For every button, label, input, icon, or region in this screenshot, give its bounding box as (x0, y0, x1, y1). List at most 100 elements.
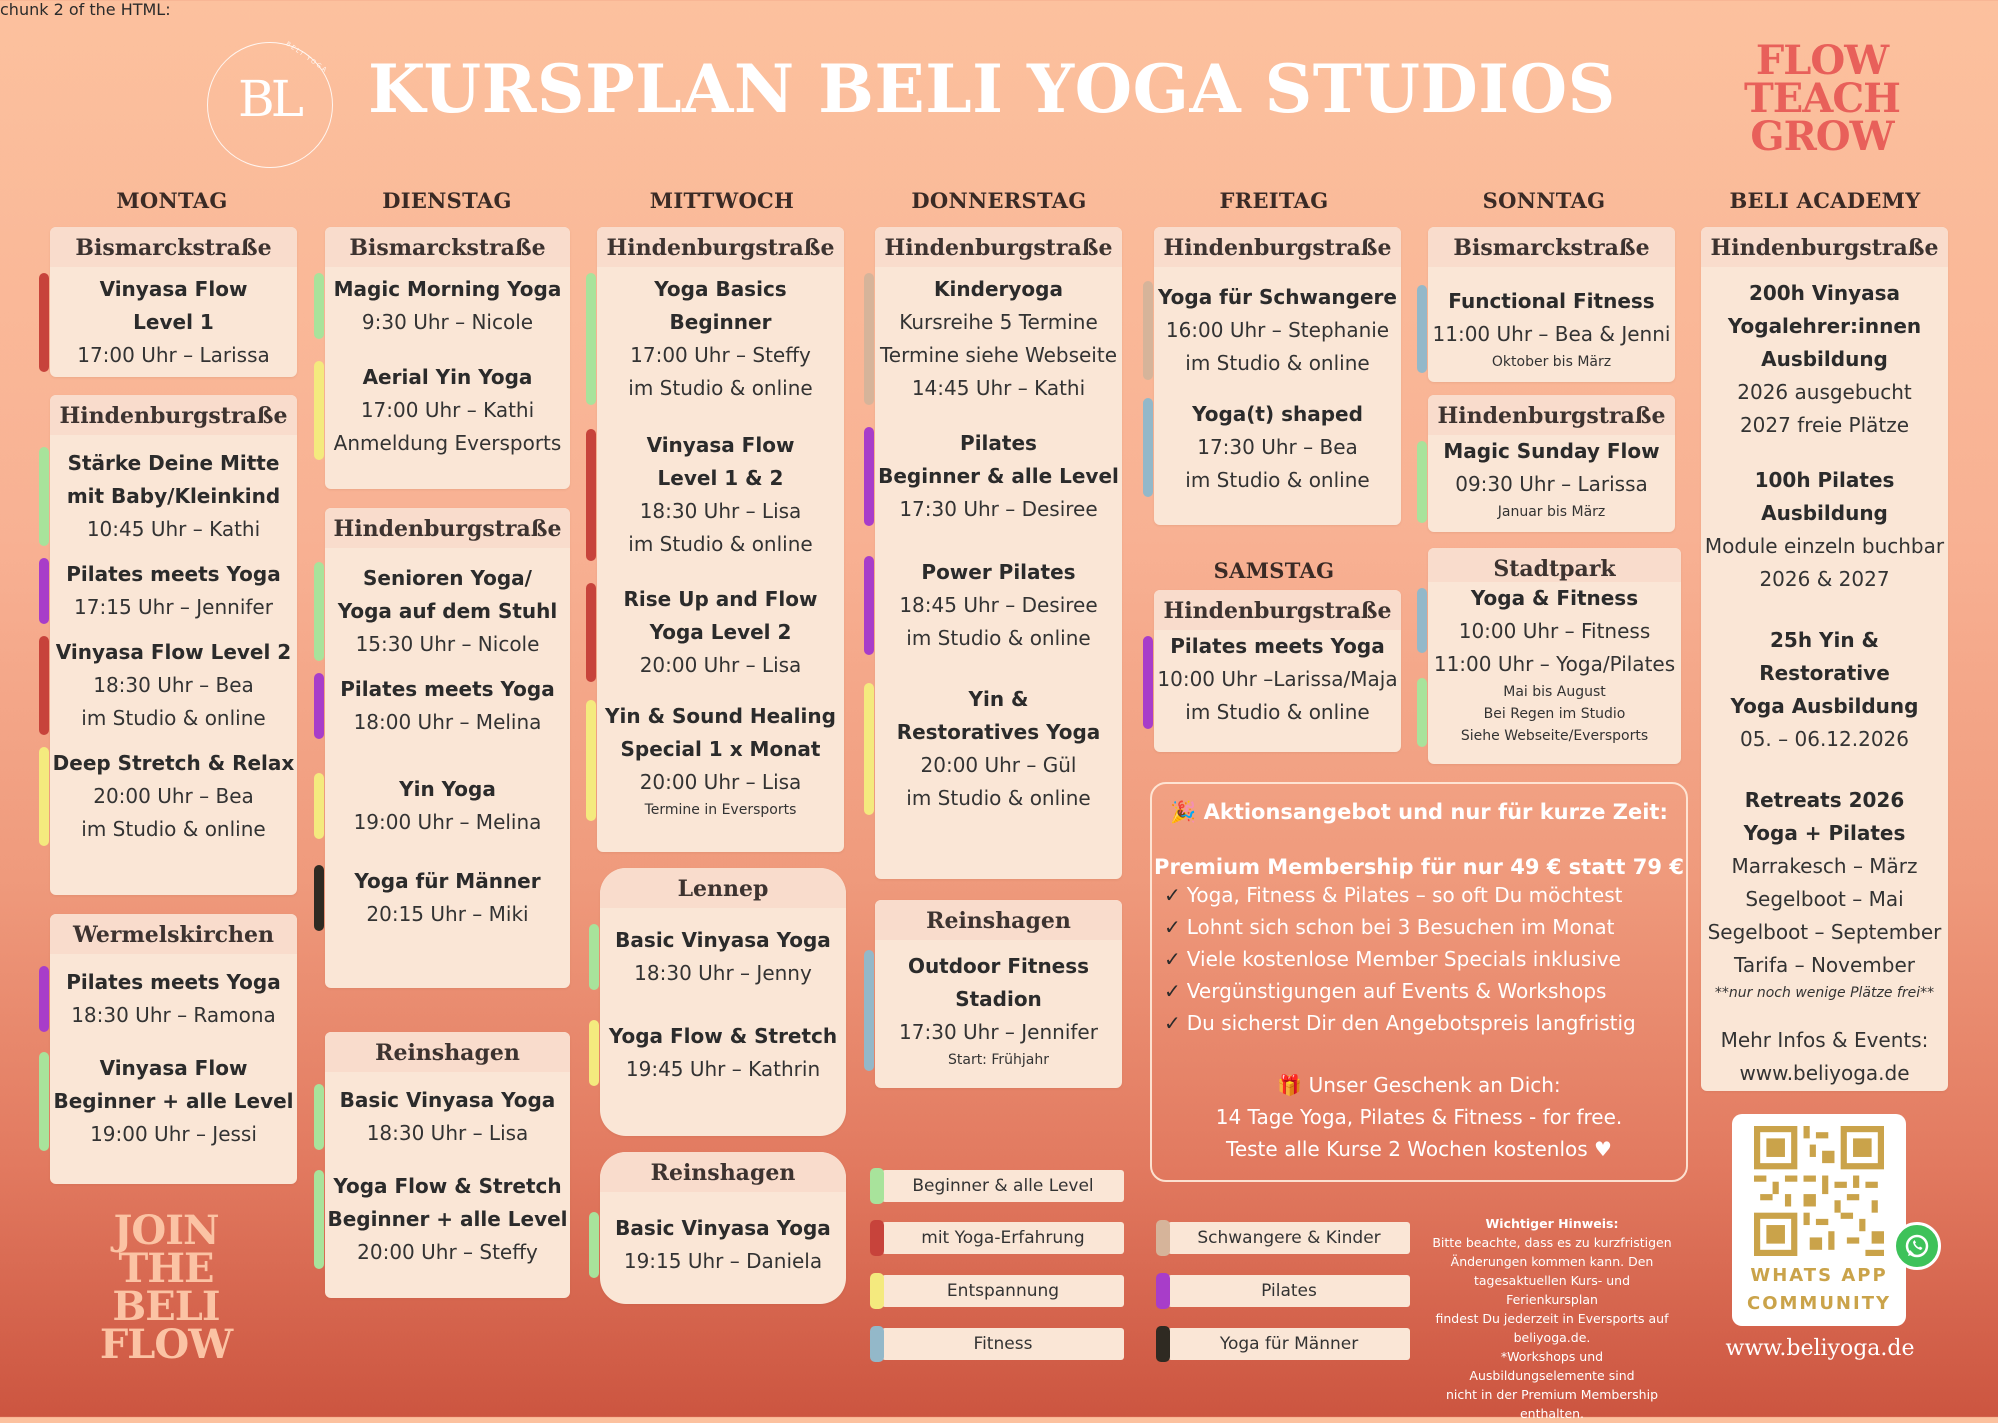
footer-url[interactable]: www.beliyoga.de (1725, 1336, 1915, 1361)
class-time: 9:30 Uhr – Nicole (361, 310, 534, 334)
class-item[interactable]: Basic Vinyasa Yoga 19:15 Uhr – Daniela (589, 1206, 846, 1284)
class-note: Start: Frühjahr (947, 1052, 1049, 1068)
class-item[interactable]: Yoga Basics Beginner 17:00 Uhr – Steffy … (586, 267, 844, 411)
check-icon: ✓ (1164, 915, 1181, 939)
qr-code-card[interactable] (1732, 1114, 1906, 1326)
more-info-link[interactable]: www.beliyoga.de (1739, 1061, 1910, 1085)
join-slogan: JOIN THE BELI FLOW (96, 1211, 236, 1365)
class-name: Yoga auf dem Stuhl (337, 599, 558, 623)
class-item[interactable]: Yoga Flow & Stretch 19:45 Uhr – Kathrin (589, 1014, 846, 1092)
class-item[interactable]: Stärke Deine Mitte mit Baby/Kleinkind 10… (39, 441, 297, 552)
class-item[interactable]: Deep Stretch & Relax 20:00 Uhr – Bea im … (39, 741, 297, 852)
gift-line: 🎁 Unser Geschenk an Dich: (1277, 1073, 1561, 1097)
location-title: Hindenburgstraße (325, 508, 570, 548)
class-item[interactable]: Pilates Beginner & alle Level 17:30 Uhr … (864, 421, 1122, 532)
class-item[interactable]: Yoga für Männer 20:15 Uhr – Miki (314, 859, 570, 937)
gift-line: 14 Tage Yoga, Pilates & Fitness - for fr… (1215, 1105, 1623, 1129)
level-bar (1143, 398, 1153, 497)
class-item[interactable]: Magic Sunday Flow 09:30 Uhr – Larissa Ja… (1417, 435, 1675, 529)
whatsapp-icon[interactable] (1893, 1222, 1941, 1270)
level-bar (314, 361, 324, 460)
location-title: Hindenburgstraße (50, 395, 297, 435)
promo-benefit: ✓ Vergünstigungen auf Events & Workshops (1164, 975, 1686, 1007)
class-item[interactable]: Aerial Yin Yoga 17:00 Uhr – Kathi Anmeld… (314, 355, 570, 466)
class-name: Pilates (960, 431, 1037, 455)
whatsapp-line: WHATS APP (1750, 1265, 1888, 1286)
class-name: Yoga(t) shaped (1192, 402, 1363, 426)
class-time: 09:30 Uhr – Larissa (1455, 472, 1648, 496)
level-bar (1417, 441, 1427, 523)
class-item[interactable]: Vinyasa Flow Level 1 & 2 18:30 Uhr – Lis… (586, 423, 844, 567)
class-name: Vinyasa Flow (646, 433, 795, 457)
legend-label: Beginner & alle Level (912, 1176, 1094, 1196)
course-detail: Module einzeln buchbar (1704, 534, 1945, 558)
notice-title: Wichtiger Hinweis: (1485, 1216, 1619, 1231)
class-item[interactable]: Vinyasa Flow Beginner + alle Level 19:00… (39, 1046, 297, 1157)
class-name: Yoga Flow & Stretch (333, 1174, 562, 1198)
class-item[interactable]: Yin Yoga 19:00 Uhr – Melina (314, 767, 570, 845)
class-item[interactable]: Basic Vinyasa Yoga 18:30 Uhr – Jenny (589, 918, 846, 996)
class-item[interactable]: Pilates meets Yoga 17:15 Uhr – Jennifer (39, 552, 297, 630)
schedule-card-sonntag-stadtpark: Stadtpark Yoga & Fitness 10:00 Uhr – Fit… (1417, 548, 1681, 764)
level-bar (314, 673, 324, 739)
level-bar (39, 1052, 49, 1151)
class-item[interactable]: Functional Fitness 11:00 Uhr – Bea & Jen… (1417, 279, 1675, 379)
class-item[interactable]: Pilates meets Yoga 10:00 Uhr –Larissa/Ma… (1143, 630, 1401, 735)
academy-item[interactable]: 25h Yin & Restorative Yoga Ausbildung 05… (1701, 618, 1948, 762)
class-item[interactable]: Basic Vinyasa Yoga 18:30 Uhr – Lisa (314, 1078, 570, 1156)
course-name: 200h Vinyasa (1748, 281, 1901, 305)
class-item[interactable]: Senioren Yoga/ Yoga auf dem Stuhl 15:30 … (314, 556, 570, 667)
schedule-card-samstag-hindenburg: Hindenburgstraße Pilates meets Yoga 10:0… (1143, 590, 1401, 752)
promo-benefit: ✓ Viele kostenlose Member Specials inklus… (1164, 943, 1686, 975)
gift-text: 🎁 Unser Geschenk an Dich: 14 Tage Yoga, … (1152, 1069, 1686, 1165)
class-item[interactable]: Yoga für Schwangere 16:00 Uhr – Stephani… (1143, 275, 1401, 386)
notice-line: Bitte beachte, dass es zu kurzfristigen (1432, 1235, 1672, 1250)
more-info[interactable]: Mehr Infos & Events: www.beliyoga.de (1701, 1018, 1948, 1096)
course-name: Yoga Ausbildung (1730, 694, 1919, 718)
class-time: 15:30 Uhr – Nicole (355, 632, 540, 656)
class-item[interactable]: Vinyasa Flow Level 2 18:30 Uhr – Bea im … (39, 630, 297, 741)
class-item[interactable]: Magic Morning Yoga 9:30 Uhr – Nicole (314, 267, 570, 345)
academy-item[interactable]: Retreats 2026 Yoga + Pilates Marrakesch … (1701, 778, 1948, 1010)
location-title: Reinshagen (325, 1032, 570, 1072)
benefit-text: Lohnt sich schon bei 3 Besuchen im Monat (1186, 915, 1615, 939)
slogan-flow-teach-grow: FLOW TEACH GROW (1742, 41, 1902, 157)
class-item[interactable]: Yin & Restoratives Yoga 20:00 Uhr – Gül … (864, 677, 1122, 821)
benefit-text: Viele kostenlose Member Specials inklusi… (1186, 947, 1621, 971)
day-header-dienstag: DIENSTAG (382, 188, 512, 213)
class-item[interactable]: Power Pilates 18:45 Uhr – Desiree im Stu… (864, 550, 1122, 661)
schedule-card-dienstag-bismarck: Bismarckstraße Magic Morning Yoga 9:30 U… (314, 227, 570, 489)
class-name: Magic Sunday Flow (1443, 439, 1660, 463)
class-time: 20:00 Uhr – Bea (93, 784, 254, 808)
class-extra: im Studio & online (81, 817, 266, 841)
academy-item[interactable]: 100h Pilates Ausbildung Module einzeln b… (1701, 458, 1948, 602)
schedule-card-freitag-hindenburg: Hindenburgstraße Yoga für Schwangere 16:… (1143, 227, 1401, 525)
whatsapp-community-label[interactable]: WHATS APP COMMUNITY (1732, 1262, 1906, 1318)
class-item[interactable]: Yoga Flow & Stretch Beginner + alle Leve… (314, 1164, 570, 1275)
academy-item[interactable]: 200h Vinyasa Yogalehrer:innen Ausbildung… (1701, 271, 1948, 448)
class-note: Bei Regen im Studio (1483, 706, 1626, 722)
class-item[interactable]: Yin & Sound Healing Special 1 x Monat 20… (586, 694, 844, 827)
notice-line: tagesaktuellen Kurs- und Ferienkursplan (1473, 1273, 1631, 1307)
class-item[interactable]: Rise Up and Flow Yoga Level 2 20:00 Uhr … (586, 577, 844, 688)
class-name: Yoga Flow & Stretch (608, 1024, 838, 1048)
class-item[interactable]: Yoga & Fitness 10:00 Uhr – Fitness 11:00… (1417, 582, 1681, 753)
class-time: 20:00 Uhr – Lisa (639, 770, 802, 794)
location-title: Bismarckstraße (50, 227, 297, 267)
level-bar (589, 924, 599, 990)
level-bar (314, 1084, 324, 1150)
class-time: 19:15 Uhr – Daniela (623, 1249, 823, 1273)
class-item[interactable]: Outdoor Fitness Stadion 17:30 Uhr – Jenn… (864, 944, 1122, 1077)
class-item[interactable]: Vinyasa Flow Level 1 17:00 Uhr – Larissa (39, 267, 297, 378)
schedule-card-mittwoch-hindenburg: Hindenburgstraße Yoga Basics Beginner 17… (586, 227, 844, 852)
qr-code[interactable] (1754, 1126, 1884, 1256)
promo-box: 🎉 Aktionsangebot und nur für kurze Zeit:… (1150, 782, 1688, 1182)
class-item[interactable]: Pilates meets Yoga 18:00 Uhr – Melina (314, 667, 570, 745)
legend-swatch (1156, 1326, 1170, 1362)
class-item[interactable]: Kinderyoga Kursreihe 5 Termine Termine s… (864, 267, 1122, 411)
location-title: Bismarckstraße (325, 227, 570, 267)
academy-card: Hindenburgstraße 200h Vinyasa Yogalehrer… (1701, 227, 1948, 1091)
class-name: Deep Stretch & Relax (52, 751, 295, 775)
class-item[interactable]: Pilates meets Yoga 18:30 Uhr – Ramona (39, 960, 297, 1038)
class-item[interactable]: Yoga(t) shaped 17:30 Uhr – Bea im Studio… (1143, 392, 1401, 503)
